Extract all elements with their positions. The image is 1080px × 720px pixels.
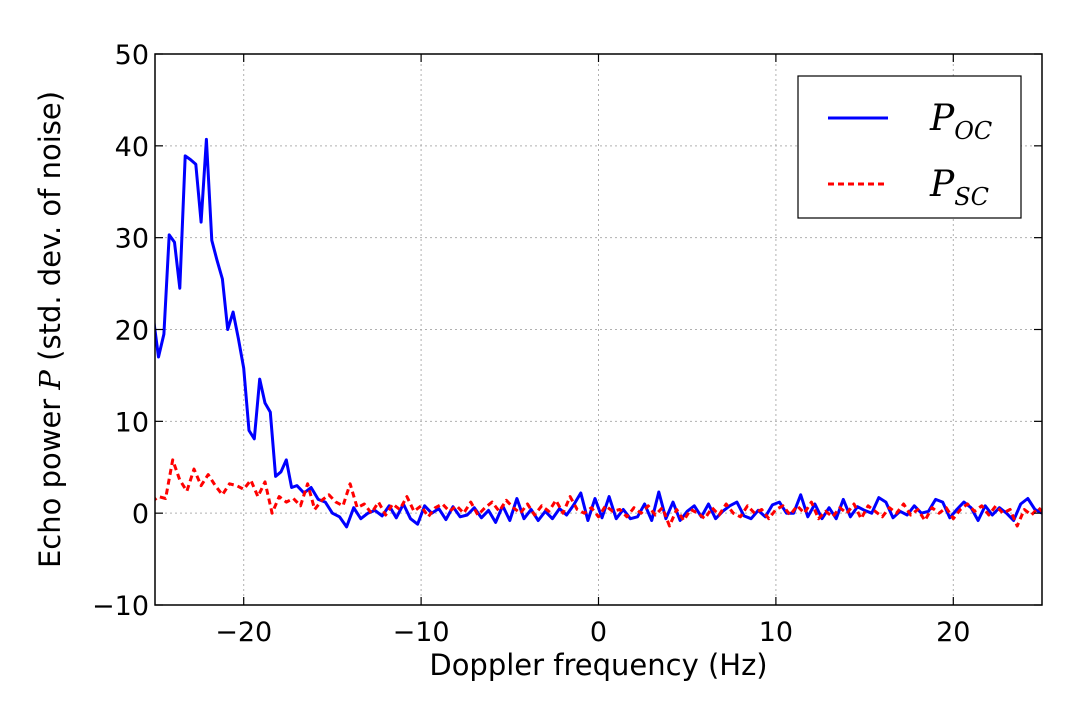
y-tick-label: 10 <box>115 407 149 438</box>
legend-label-oc: POC <box>929 98 992 145</box>
y-tick-label: −10 <box>92 591 149 622</box>
y-axis-label-variable: P <box>33 370 67 391</box>
y-tick-label: 50 <box>115 40 149 71</box>
legend-label-main: P <box>929 98 955 139</box>
y-axis-label: Echo power P (std. dev. of noise) <box>33 91 67 568</box>
y-tick-label: 30 <box>115 224 149 255</box>
x-tick-label: 10 <box>759 617 793 648</box>
series-line-oc <box>155 137 1042 529</box>
y-axis-label-suffix: (std. dev. of noise) <box>33 91 67 370</box>
series-line-sc <box>155 458 1042 528</box>
legend-label-subscript: SC <box>954 183 989 211</box>
x-axis-label: Doppler frequency (Hz) <box>429 648 767 682</box>
y-tick-label: 20 <box>115 316 149 347</box>
y-tick-label: 0 <box>132 499 149 530</box>
x-tick-label: −20 <box>215 617 272 648</box>
legend-label-subscript: OC <box>954 117 992 145</box>
legend-label-main: P <box>929 164 955 205</box>
legend-label-sc: PSC <box>929 164 989 211</box>
y-axis-label-prefix: Echo power <box>33 390 67 568</box>
x-tick-label: −10 <box>393 617 450 648</box>
y-tick-label: 40 <box>115 132 149 163</box>
legend-box <box>797 75 1022 219</box>
x-tick-label: 20 <box>936 617 970 648</box>
x-tick-label: 0 <box>590 617 607 648</box>
